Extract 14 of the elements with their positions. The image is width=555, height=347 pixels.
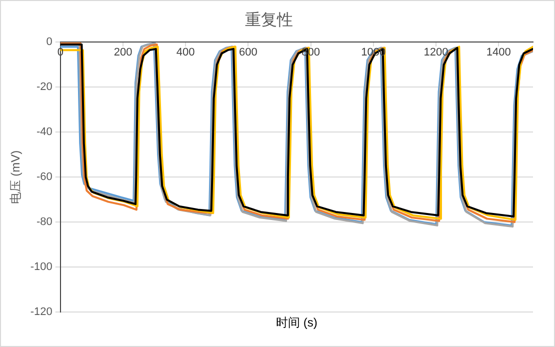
x-tick-label: 1400 — [486, 46, 511, 59]
x-tick-label: 600 — [239, 46, 258, 59]
x-tick-label: 200 — [114, 46, 132, 59]
y-axis-title: 电压 (mV) — [8, 150, 23, 204]
y-tick-label: 0 — [46, 36, 52, 48]
y-tick-label: -120 — [30, 306, 52, 318]
y-tick-label: -100 — [30, 261, 52, 274]
y-tick-label: -60 — [36, 171, 52, 184]
y-tick-label: -20 — [36, 81, 52, 94]
chart-title: 重复性 — [245, 11, 293, 30]
y-tick-label: -40 — [36, 126, 52, 138]
x-axis-title: 时间 (s) — [276, 315, 318, 330]
x-tick-label: 400 — [176, 46, 195, 59]
y-tick-label: -80 — [36, 216, 52, 228]
